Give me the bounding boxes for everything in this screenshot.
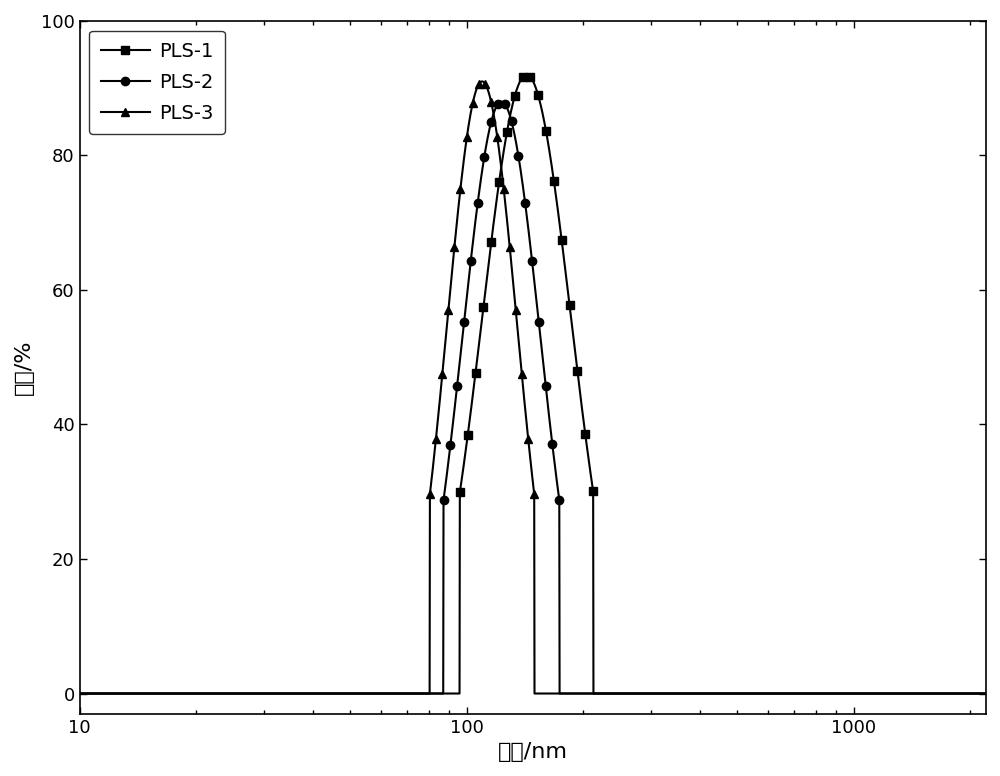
PLS-2 (963, 689, 975, 698)
PLS-1 (521, 70, 533, 79)
Line: PLS-1: PLS-1 (75, 71, 990, 698)
PLS-3 (865, 689, 877, 698)
PLS-2 (421, 689, 433, 698)
Y-axis label: 强度/%: 强度/% (14, 340, 34, 395)
PLS-1 (865, 689, 877, 698)
PLS-2 (980, 689, 992, 698)
PLS-3 (177, 689, 189, 698)
PLS-2 (496, 97, 508, 106)
Line: PLS-2: PLS-2 (75, 98, 990, 698)
PLS-2 (177, 689, 189, 698)
PLS-3 (963, 689, 975, 698)
PLS-3 (231, 689, 243, 698)
PLS-2 (460, 295, 472, 304)
Line: PLS-3: PLS-3 (75, 78, 990, 698)
PLS-3 (421, 689, 433, 698)
PLS-2 (74, 689, 86, 698)
PLS-2 (865, 689, 877, 698)
PLS-3 (476, 77, 488, 86)
X-axis label: 粒径/nm: 粒径/nm (498, 742, 568, 762)
PLS-2 (231, 689, 243, 698)
PLS-3 (460, 135, 472, 144)
PLS-1 (421, 689, 433, 698)
PLS-3 (74, 689, 86, 698)
PLS-1 (74, 689, 86, 698)
Legend: PLS-1, PLS-2, PLS-3: PLS-1, PLS-2, PLS-3 (89, 30, 225, 134)
PLS-3 (980, 689, 992, 698)
PLS-1 (963, 689, 975, 698)
PLS-1 (177, 689, 189, 698)
PLS-1 (460, 440, 472, 449)
PLS-1 (980, 689, 992, 698)
PLS-1 (231, 689, 243, 698)
